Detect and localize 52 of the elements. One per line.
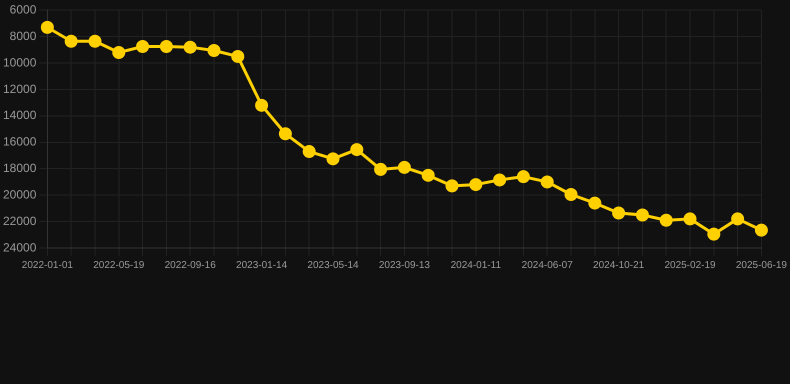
x-tick-label: 2023-05-14 <box>307 260 360 271</box>
x-tick-label: 2022-01-01 <box>22 260 74 271</box>
y-tick-label: 18000 <box>2 161 37 176</box>
point <box>398 160 411 174</box>
point <box>136 40 150 54</box>
point <box>588 196 602 210</box>
point <box>660 214 673 227</box>
x-tick-label: 2023-01-14 <box>236 260 288 271</box>
point <box>516 170 530 184</box>
point <box>326 152 340 166</box>
point <box>731 212 744 226</box>
point <box>612 206 626 220</box>
point <box>493 173 506 186</box>
point <box>112 46 126 59</box>
point <box>88 34 102 48</box>
point <box>707 228 720 241</box>
point <box>564 188 578 201</box>
x-tick-label: 2024-06-07 <box>522 260 574 271</box>
point <box>160 40 173 54</box>
y-tick-label: 16000 <box>2 134 37 149</box>
y-tick-label: 12000 <box>2 82 37 96</box>
point <box>754 224 768 237</box>
y-tick-label: 6000 <box>10 2 37 17</box>
x-tick-label: 2024-10-21 <box>593 260 645 271</box>
x-tick-label: 2025-06-19 <box>736 260 788 271</box>
point <box>350 143 364 156</box>
x-tick-label: 2025-02-19 <box>664 260 716 271</box>
point <box>684 212 697 226</box>
x-tick-label: 2024-01-11 <box>450 260 502 271</box>
x-tick-label: 2022-09-16 <box>164 260 216 271</box>
point <box>231 50 244 63</box>
y-tick-label: 8000 <box>10 28 37 43</box>
y-tick-label: 22000 <box>2 214 37 228</box>
point <box>374 162 388 176</box>
y-tick-label: 20000 <box>2 187 37 202</box>
point <box>278 127 292 140</box>
point <box>184 40 197 54</box>
x-tick-label: 2022-05-19 <box>93 260 145 271</box>
y-tick-label: 24000 <box>2 240 37 254</box>
point <box>207 44 220 57</box>
point <box>540 175 554 188</box>
point <box>469 178 482 192</box>
point <box>64 34 78 48</box>
y-tick-label: 14000 <box>2 108 37 122</box>
x-tick-label: 2023-09-13 <box>378 260 430 271</box>
point <box>302 145 316 158</box>
point <box>255 98 268 112</box>
point <box>40 20 54 34</box>
point <box>422 168 435 182</box>
point <box>636 208 649 222</box>
point <box>446 179 458 192</box>
y-tick-label: 10000 <box>2 55 37 70</box>
